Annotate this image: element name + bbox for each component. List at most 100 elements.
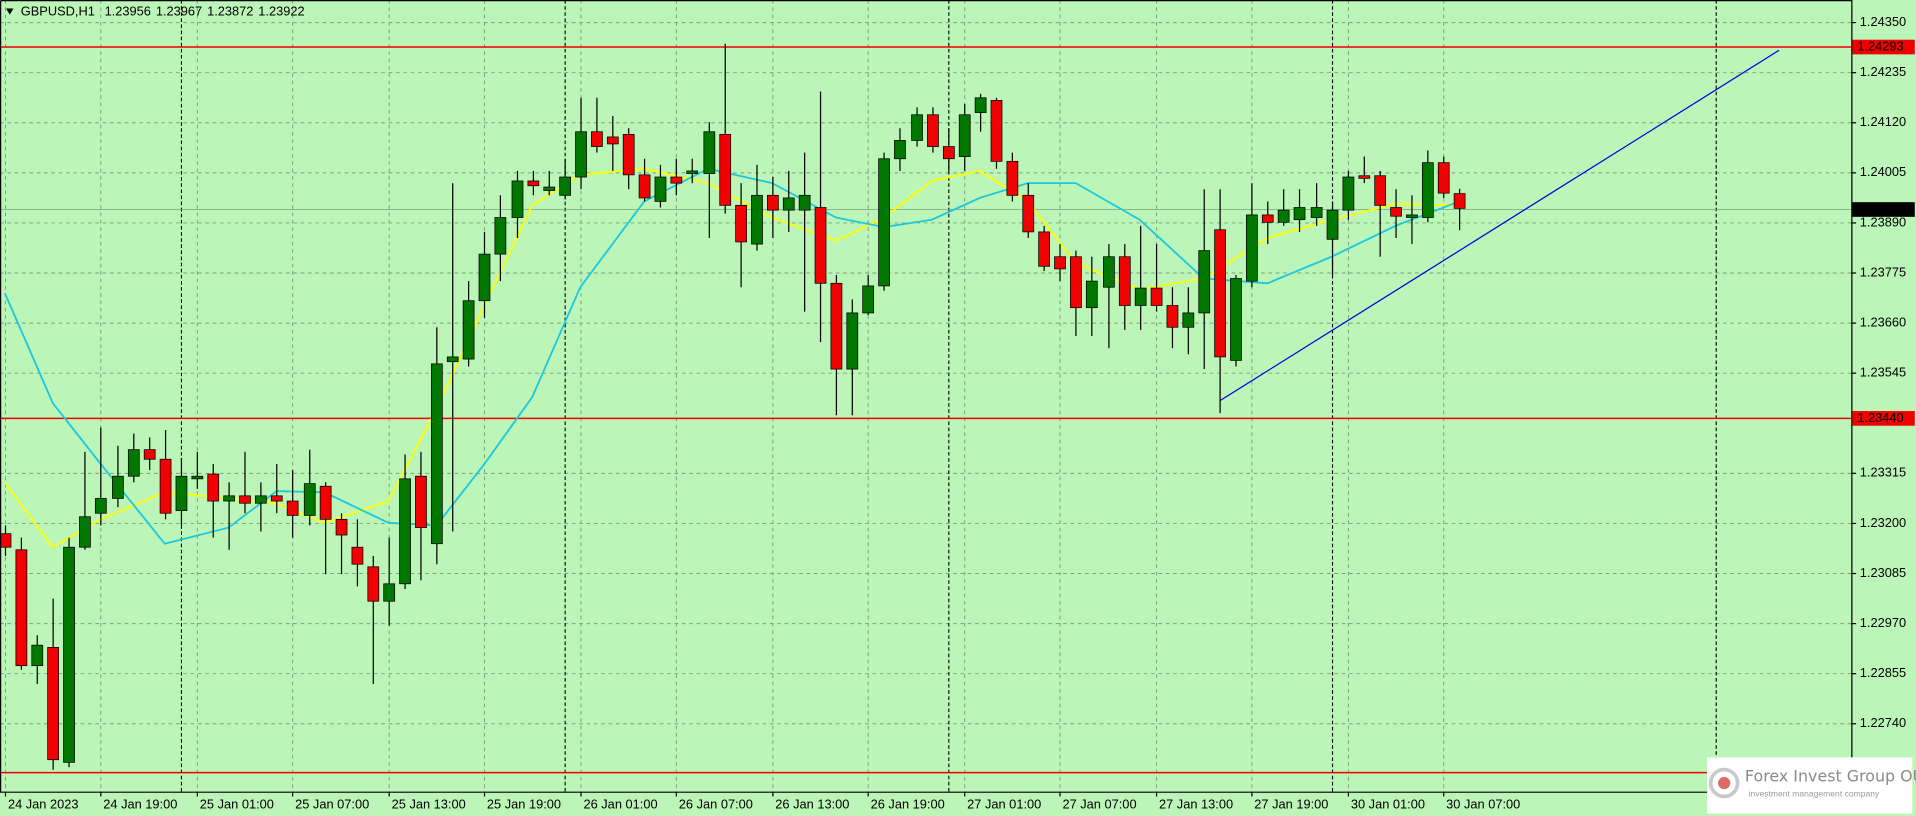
candle-body bbox=[735, 204, 747, 243]
x-tick-label: 27 Jan 19:00 bbox=[1254, 796, 1328, 811]
candle-body bbox=[1230, 278, 1242, 361]
watermark-logo bbox=[1708, 767, 1740, 799]
candle-body bbox=[462, 300, 475, 360]
candle-body bbox=[207, 473, 220, 502]
candle-body bbox=[862, 285, 875, 314]
candle-body bbox=[1214, 229, 1226, 358]
candle-body bbox=[1103, 256, 1115, 288]
candle-body bbox=[1406, 214, 1418, 218]
x-tick-label: 25 Jan 19:00 bbox=[487, 796, 561, 811]
x-tick-label: 26 Jan 13:00 bbox=[775, 796, 849, 811]
candle-body bbox=[143, 449, 156, 460]
candle-body bbox=[559, 176, 572, 196]
candle-body bbox=[47, 647, 60, 761]
candle-body bbox=[798, 194, 811, 211]
candle-body bbox=[511, 180, 524, 218]
x-tick-label: 27 Jan 07:00 bbox=[1062, 796, 1136, 811]
candle-body bbox=[223, 495, 235, 502]
candle-body bbox=[1453, 193, 1466, 209]
y-tick-label: 1.22740 bbox=[1860, 715, 1906, 730]
candle-body bbox=[175, 475, 188, 511]
candle-body bbox=[0, 533, 12, 548]
candle-body bbox=[1326, 209, 1339, 240]
candle-body bbox=[638, 174, 651, 199]
candle-body bbox=[31, 644, 44, 667]
candle-body bbox=[591, 131, 603, 147]
candle-body bbox=[911, 114, 923, 141]
candle-body bbox=[1293, 207, 1306, 221]
candle-body bbox=[319, 485, 332, 520]
ohlc-value: 1.23922 bbox=[258, 4, 304, 19]
y-tick-label: 1.23200 bbox=[1860, 515, 1906, 530]
candle-body bbox=[1198, 250, 1211, 314]
candle-body bbox=[814, 207, 827, 284]
x-tick-label: 24 Jan 19:00 bbox=[103, 796, 177, 811]
candle-body bbox=[270, 495, 283, 502]
ohlc-value: 1.23956 bbox=[105, 4, 151, 19]
candle-body bbox=[703, 131, 716, 174]
watermark-box bbox=[1707, 757, 1913, 814]
x-tick-label: 27 Jan 13:00 bbox=[1159, 796, 1233, 811]
watermark-tagline: investment management company bbox=[1749, 788, 1880, 798]
candle-body bbox=[1166, 305, 1179, 328]
candle-body bbox=[1134, 287, 1147, 306]
levels bbox=[0, 46, 1852, 774]
candle-body bbox=[1070, 256, 1082, 309]
candle-body bbox=[1054, 256, 1066, 270]
candle-body bbox=[351, 546, 364, 565]
candle-body bbox=[1085, 280, 1098, 309]
candle-body bbox=[367, 566, 380, 602]
candle-body bbox=[974, 97, 987, 113]
candle-body bbox=[767, 194, 779, 211]
candle-body bbox=[1038, 231, 1051, 267]
y-tick-label: 1.24235 bbox=[1860, 64, 1906, 79]
x-tick-label: 30 Jan 07:00 bbox=[1446, 796, 1520, 811]
candle-body bbox=[159, 458, 172, 514]
candle-body bbox=[1261, 214, 1274, 223]
x-tick-label: 27 Jan 01:00 bbox=[967, 796, 1041, 811]
x-tick-label: 24 Jan 2023 bbox=[8, 796, 79, 811]
candle-body bbox=[1421, 162, 1434, 218]
current-price-box bbox=[1852, 202, 1915, 217]
candle-body bbox=[1182, 312, 1195, 328]
candle-body bbox=[654, 176, 667, 202]
level-label: 1.23440 bbox=[1857, 410, 1903, 425]
candle-body bbox=[606, 136, 619, 145]
ohlc-value: 1.23872 bbox=[207, 4, 253, 19]
header-arrow bbox=[6, 8, 14, 15]
candle-body bbox=[63, 546, 75, 763]
x-tick-label: 25 Jan 13:00 bbox=[392, 796, 466, 811]
candle-body bbox=[1246, 214, 1258, 282]
candle-body bbox=[1374, 175, 1387, 206]
x-tick-label: 26 Jan 19:00 bbox=[871, 796, 945, 811]
candle-body bbox=[286, 500, 299, 516]
x-tick-label: 25 Jan 07:00 bbox=[295, 796, 369, 811]
candle-body bbox=[846, 312, 859, 370]
candle-body bbox=[430, 363, 443, 545]
y-tick-label: 1.24120 bbox=[1860, 114, 1906, 129]
candle-body bbox=[575, 131, 587, 178]
candles bbox=[0, 43, 1466, 770]
candle-body bbox=[446, 356, 459, 363]
candle-body bbox=[927, 114, 939, 147]
trend-line bbox=[1219, 49, 1780, 402]
level-label: 1.24293 bbox=[1857, 38, 1903, 53]
candle-body bbox=[1150, 287, 1163, 306]
header: GBPUSD,H1 1.23956 1.23967 1.23872 1.23922 bbox=[6, 4, 305, 19]
level-label-box bbox=[1852, 411, 1915, 426]
candle-body bbox=[79, 516, 91, 548]
candle-body bbox=[1006, 160, 1019, 196]
y-tick-label: 1.23660 bbox=[1860, 314, 1906, 329]
y-tick-label: 1.23545 bbox=[1860, 365, 1906, 380]
candle-body bbox=[335, 518, 348, 536]
candle-body bbox=[415, 475, 427, 528]
symbol-title: GBPUSD,H1 bbox=[21, 4, 95, 19]
candle-body bbox=[686, 170, 699, 174]
candle-body bbox=[1118, 256, 1131, 306]
candle-body bbox=[1358, 175, 1371, 179]
candle-body bbox=[1022, 194, 1035, 233]
